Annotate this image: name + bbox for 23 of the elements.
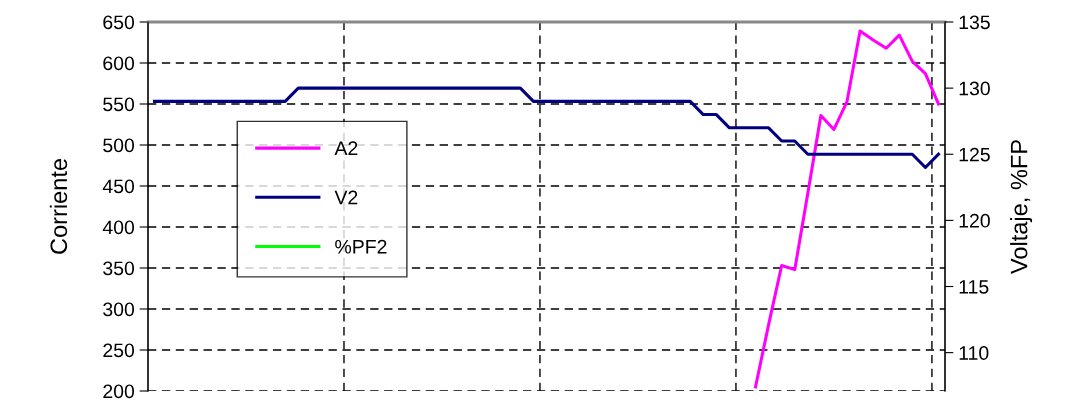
legend-label: A2 — [334, 141, 358, 155]
y-tick-label: 600 — [103, 56, 135, 71]
legend-label: %PF2 — [335, 239, 387, 254]
y-tick-label: 500 — [103, 138, 135, 153]
y-tick-label: 350 — [103, 261, 135, 276]
line-series — [754, 29, 940, 389]
y2-tick-label: 130 — [959, 81, 990, 96]
y2-tick-label: 110 — [959, 346, 989, 360]
y-axis-title: Corriente — [49, 158, 68, 254]
y2-axis-title: Voltaje, %FP — [1010, 140, 1033, 274]
y-tick-label: 300 — [103, 302, 135, 317]
y-tick-label: 650 — [103, 15, 135, 30]
y-tick-label: 450 — [102, 179, 135, 194]
y2-tick-label: 115 — [959, 280, 989, 294]
y2-tick-label: 125 — [959, 147, 990, 162]
line-series — [153, 86, 940, 170]
legend-label: V2 — [334, 190, 358, 205]
y-tick-label: 200 — [103, 384, 135, 399]
y-tick-label: 400 — [102, 220, 135, 235]
y2-tick-label: 135 — [959, 15, 990, 30]
y-tick-label: 550 — [103, 97, 135, 112]
y2-tick-label: 120 — [959, 213, 990, 228]
y-tick-label: 250 — [103, 343, 135, 358]
